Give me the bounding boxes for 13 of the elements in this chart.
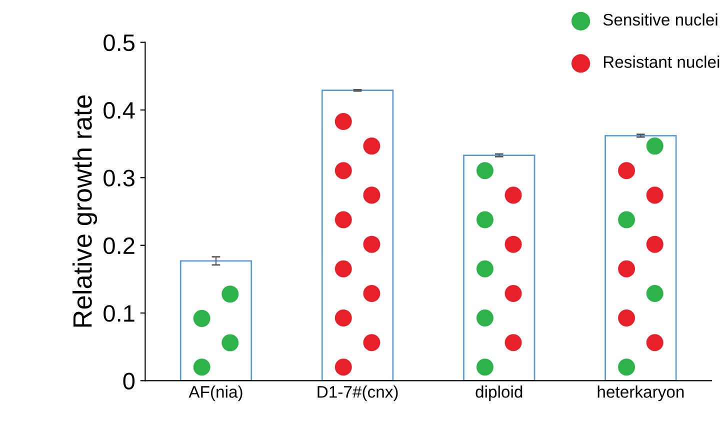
x-tick-label: heterkaryon	[598, 386, 684, 402]
y-axis-title: Relative growth rate	[72, 95, 98, 327]
y-tick-label: 0.3	[104, 170, 134, 186]
y-tick-label: 0.5	[104, 34, 134, 52]
x-tick-label: D1-7#(cnx)	[318, 386, 398, 402]
y-tick-label: 0.4	[104, 102, 135, 119]
y-tick-label: 0.1	[104, 305, 134, 322]
x-tick-label: diploid	[476, 386, 522, 402]
text: Sensitive nuclei	[603, 13, 718, 26]
y-tick-label: 0.2	[104, 237, 134, 254]
x-tick-label: AF(nia)	[188, 386, 242, 402]
annotation: Resistant nuclei	[604, 56, 720, 68]
y-tick-label: 0	[123, 372, 135, 390]
